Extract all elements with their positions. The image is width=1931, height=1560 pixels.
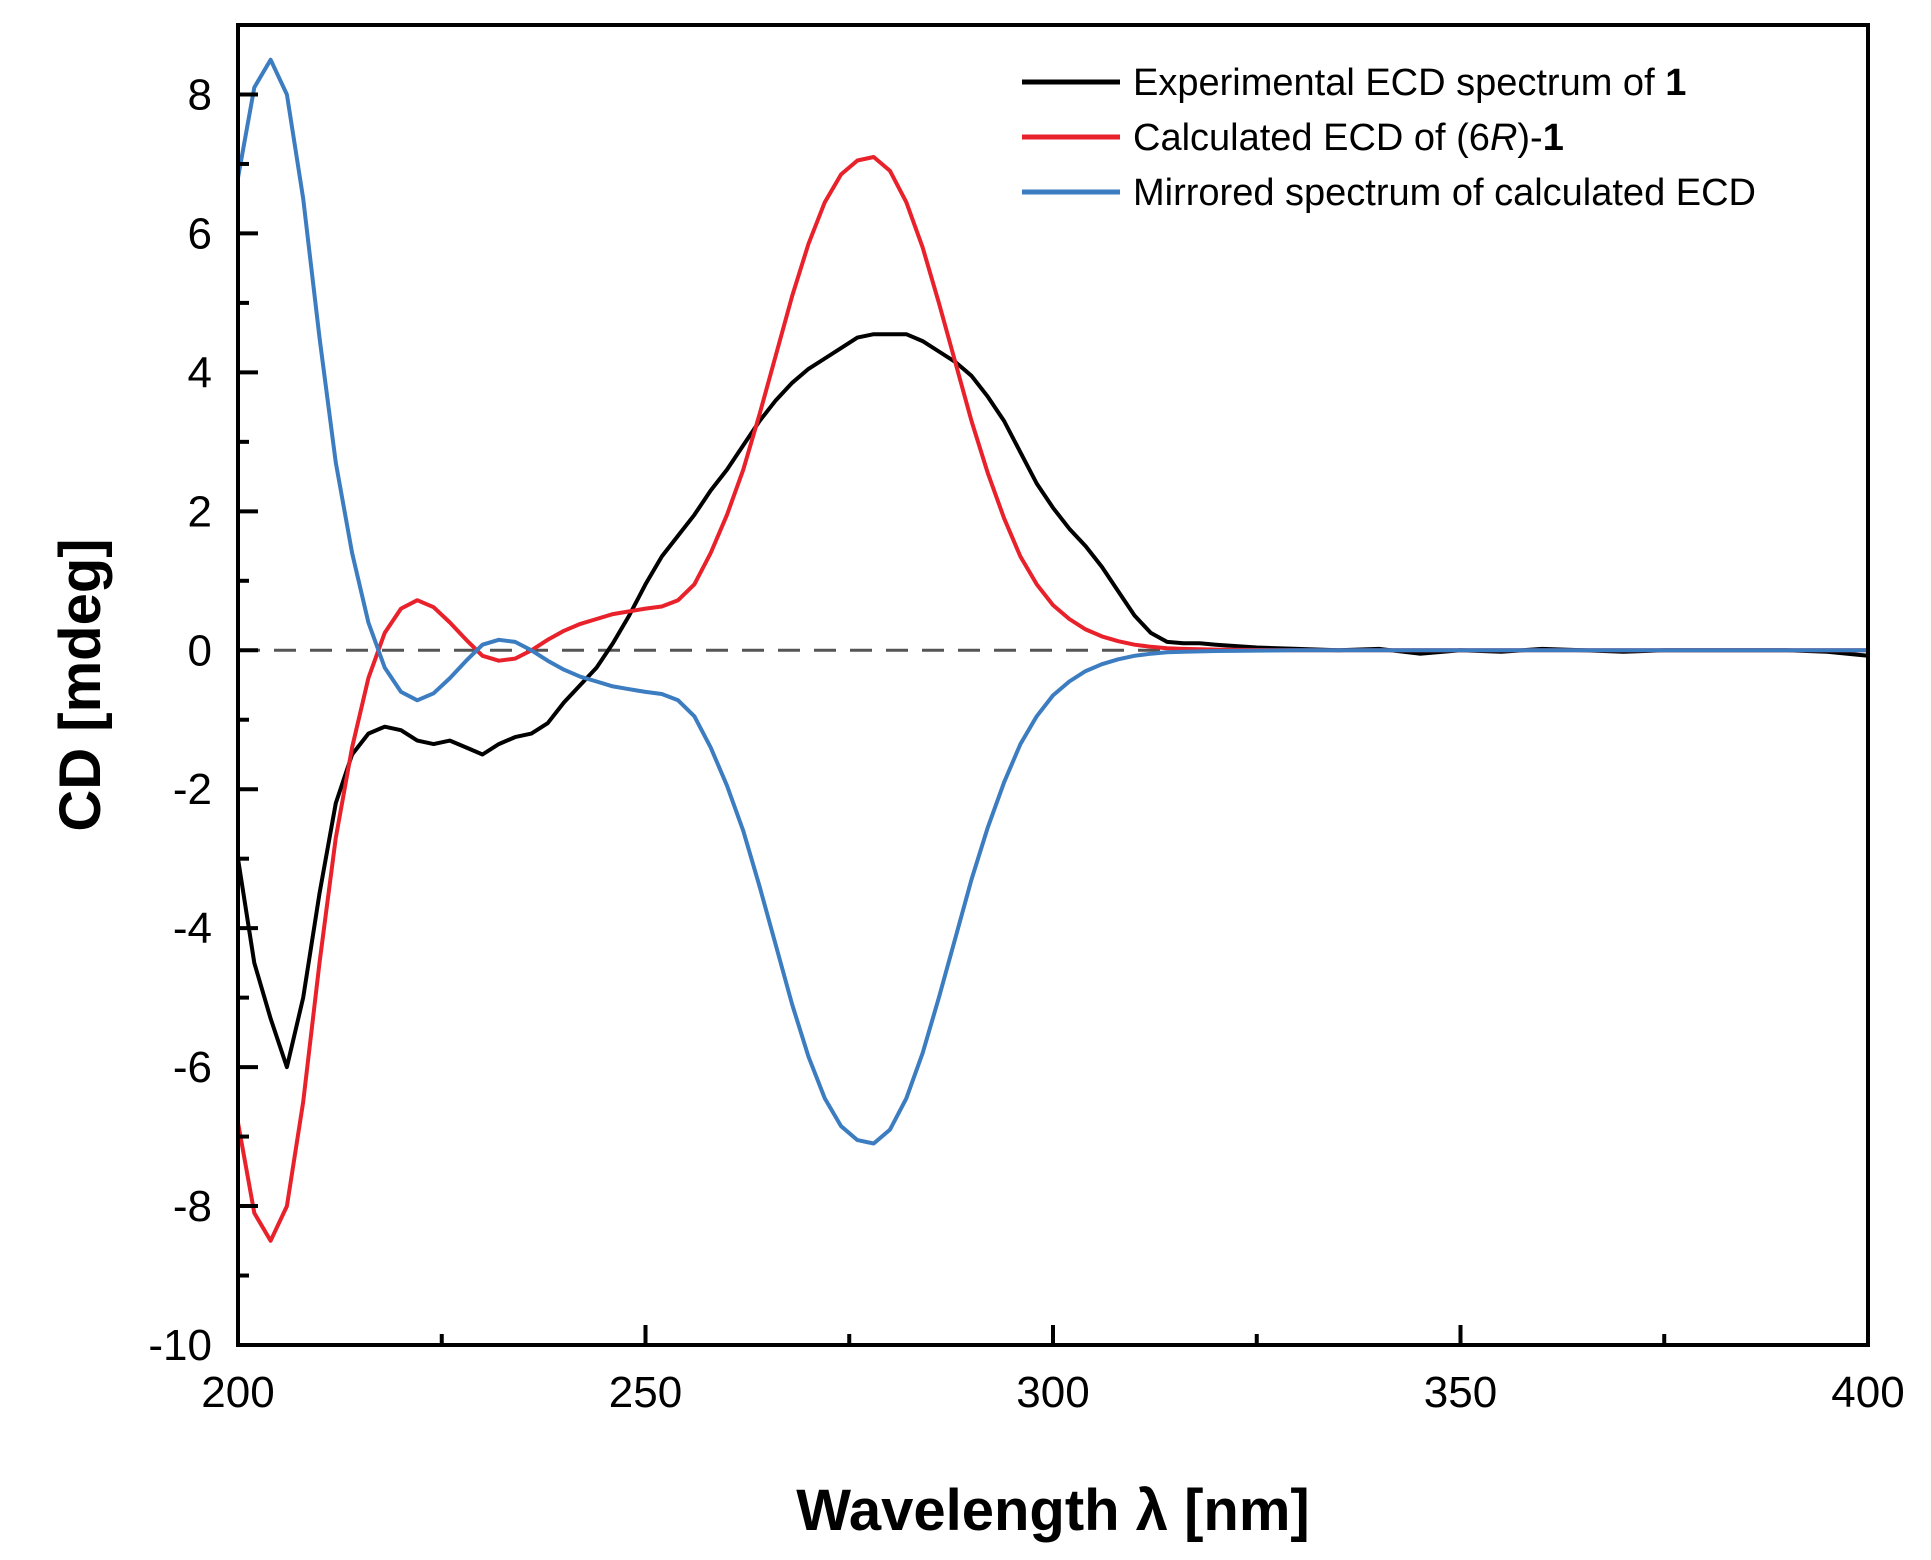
- x-tick-label: 200: [201, 1368, 274, 1417]
- tick-layer: 200 250 300 350 400 8 6 4 2 0 -2 -4 -6 -8 -10: [148, 70, 1904, 1417]
- x-tick-label: 300: [1016, 1368, 1089, 1417]
- legend-label-part: Experimental ECD spectrum of: [1133, 62, 1665, 104]
- legend-label-3: Mirrored spectrum of calculated ECD: [1133, 172, 1756, 214]
- y-tick-label: 4: [188, 348, 212, 397]
- legend: Experimental ECD spectrum of 1Calculated…: [1022, 62, 1756, 214]
- y-tick-label: -2: [173, 765, 212, 814]
- y-tick-label: 8: [188, 70, 212, 119]
- legend-label-1: Experimental ECD spectrum of 1: [1133, 62, 1686, 104]
- legend-label-part: )-: [1517, 117, 1542, 159]
- legend-label-part: 1: [1543, 117, 1564, 159]
- legend-label-part: Mirrored spectrum of calculated ECD: [1133, 172, 1756, 214]
- legend-label-part: 1: [1665, 62, 1686, 104]
- y-tick-label: -10: [148, 1321, 212, 1370]
- x-tick-label: 400: [1831, 1368, 1904, 1417]
- series-line-2: [236, 155, 1870, 1243]
- x-tick-label: 350: [1424, 1368, 1497, 1417]
- y-tick-label: -6: [173, 1043, 212, 1092]
- series-line-3: [236, 57, 1870, 1146]
- y-tick-label: 0: [188, 626, 212, 675]
- y-axis-title: CD [mdeg]: [48, 538, 113, 831]
- y-tick-label: 6: [188, 209, 212, 258]
- legend-label-2: Calculated ECD of (6R)-1: [1133, 117, 1564, 159]
- x-tick-label: 250: [609, 1368, 682, 1417]
- y-tick-label: -4: [173, 904, 212, 953]
- x-axis-title: Wavelength λ [nm]: [796, 1478, 1309, 1543]
- legend-label-part: Calculated ECD of (6: [1133, 117, 1490, 159]
- y-tick-label: 2: [188, 487, 212, 536]
- series-layer: [236, 57, 1870, 1243]
- y-tick-label: -8: [173, 1182, 212, 1231]
- legend-label-part: R: [1490, 117, 1517, 159]
